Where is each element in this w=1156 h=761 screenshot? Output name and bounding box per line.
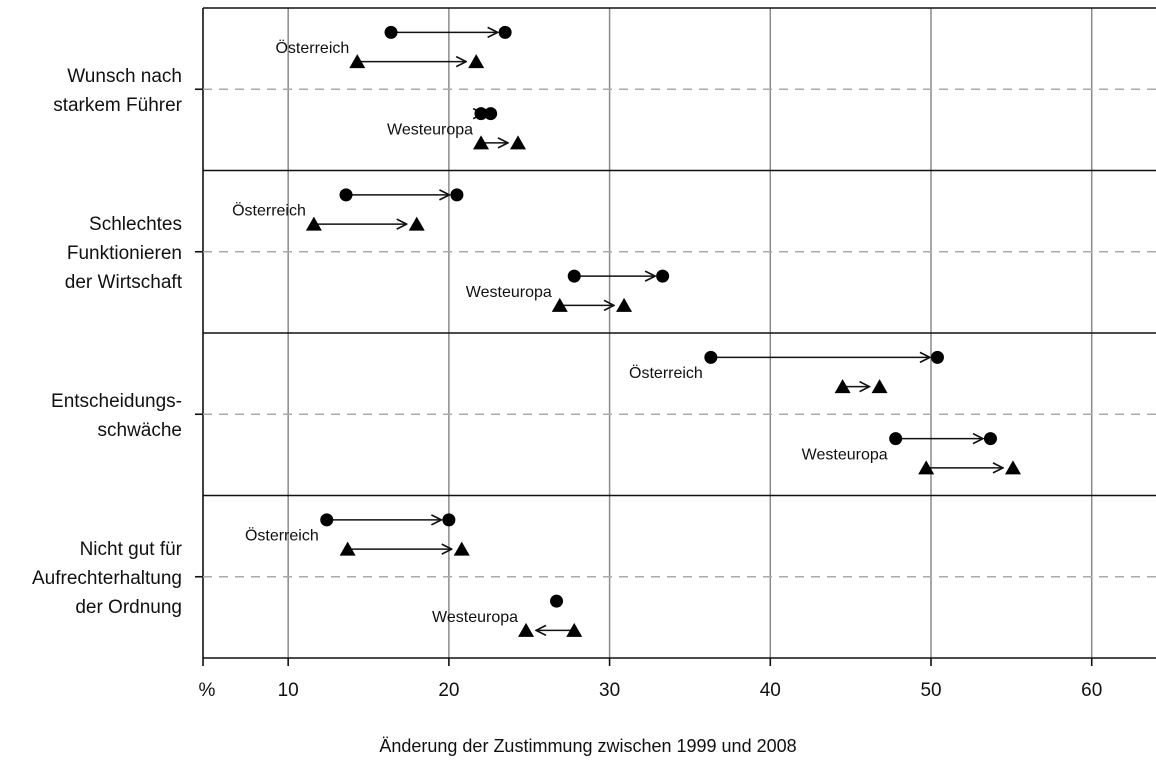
triangle-start-point [339,541,356,556]
triangle-start-point [473,135,490,150]
circle-end-point [930,350,944,364]
data-marks: Österreich Westeuropa Österreich Westeuropa… [232,25,1021,637]
circle-start-point [889,432,903,446]
category-label-line: Schlechtes [89,214,182,235]
x-tick-label: 40 [760,680,781,701]
group-label: Westeuropa [802,446,888,463]
x-axis: 10 20 30 40 50 60% [199,658,1102,701]
triangle-end-point [453,541,470,556]
group-label: Westeuropa [466,284,552,301]
triangle-end-point [408,216,425,231]
circle-end-point [498,25,512,39]
circle-end-point [656,269,670,283]
circle-start-point [474,107,488,121]
group-label: Westeuropa [387,121,473,138]
triangle-start-point [349,54,366,69]
circle-start-point [384,25,398,39]
x-tick-label: 20 [438,680,459,701]
triangle-end-point [509,135,526,150]
x-tick-label: 30 [599,680,620,701]
group-label: Österreich [629,364,703,382]
circle-start-point [339,188,353,202]
category-label-line: schwäche [98,420,183,441]
category-label-line: Nicht gut für [80,539,183,560]
category-label-line: Funktionieren [67,243,182,264]
circle-start-point [320,513,334,527]
triangle-start-point [551,297,568,312]
category-label-line: Wunsch nach [67,66,182,87]
category-label-line: der Ordnung [75,597,182,618]
group-label: Österreich [245,527,319,545]
triangle-end-point [1004,460,1021,475]
category-label-line: Entscheidungs- [51,391,182,412]
circle-end-point [484,107,498,121]
category-label-line: starkem Führer [53,95,182,116]
x-tick-label: 60 [1081,680,1102,701]
x-unit-label: % [199,680,216,701]
category-label-line: der Wirtschaft [65,272,183,293]
group-label: Österreich [232,202,306,220]
circle-end-point [450,188,464,202]
circle-start-point [567,269,581,283]
x-axis-title: Änderung der Zustimmung zwischen 1999 un… [379,736,796,756]
circle-end-point [442,513,456,527]
grid [195,7,1156,666]
x-tick-label: 50 [920,680,941,701]
triangle-end-point [468,54,485,69]
category-labels: Wunsch nach starkem Führer Schlechtes Funkt… [32,66,183,618]
group-label: Österreich [275,39,349,57]
triangle-start-point [566,622,583,637]
triangle-start-point [834,379,851,394]
triangle-end-point [871,379,888,394]
triangle-end-point [518,622,535,637]
category-label-line: Aufrechterhaltung [32,568,182,589]
circle-start-point [704,350,718,364]
x-tick-label: 10 [278,680,299,701]
circle-point [550,594,564,608]
group-label: Westeuropa [432,609,518,626]
triangle-end-point [616,297,633,312]
triangle-start-point [305,216,322,231]
circle-end-point [983,432,997,446]
triangle-start-point [918,460,935,475]
